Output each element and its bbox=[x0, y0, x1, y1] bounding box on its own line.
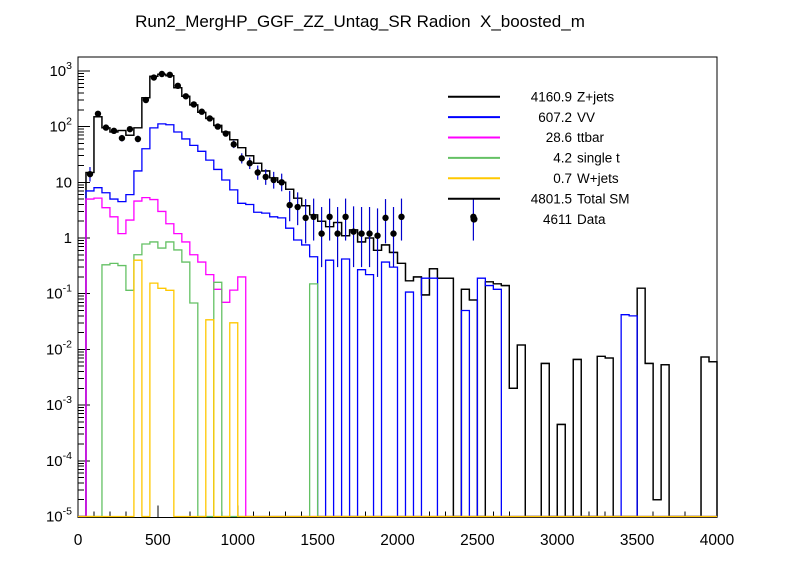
legend-entry: 4611 Data bbox=[470, 212, 606, 227]
data-marker bbox=[342, 213, 349, 221]
legend-entry: 28.6 ttbar bbox=[448, 130, 605, 145]
data-marker bbox=[166, 71, 174, 79]
x-tick-label: 3000 bbox=[540, 532, 575, 549]
chart-title: Run2_MergHP_GGF_ZZ_Untag_SR Radion X_boo… bbox=[135, 12, 585, 31]
x-tick-label: 2000 bbox=[380, 532, 415, 549]
legend-entry: 4801.5 Total SM bbox=[448, 191, 630, 206]
legend-label: Total SM bbox=[577, 191, 630, 206]
legend-yield: 4801.5 bbox=[531, 191, 572, 206]
legend-entry: 4.2 single t bbox=[448, 151, 620, 166]
data-marker bbox=[126, 125, 134, 133]
data-marker bbox=[102, 124, 110, 131]
data-marker bbox=[174, 82, 182, 90]
legend-entry: 607.2 VV bbox=[448, 110, 595, 125]
data-marker bbox=[214, 123, 221, 130]
data-marker bbox=[262, 173, 269, 181]
data-marker bbox=[278, 179, 285, 186]
data-marker bbox=[222, 130, 229, 137]
data-marker bbox=[150, 74, 158, 81]
data-points bbox=[86, 70, 477, 277]
legend-label: W+jets bbox=[577, 171, 619, 186]
legend-entry: 0.7 W+jets bbox=[448, 171, 619, 186]
data-marker bbox=[398, 213, 405, 221]
x-axis-labels: 0 500 1000 1500 2000 2500 3000 3500 4000 bbox=[74, 532, 735, 549]
x-tick-label: 0 bbox=[74, 532, 83, 549]
data-marker bbox=[390, 230, 397, 237]
data-marker bbox=[142, 96, 150, 104]
y-tick-label: 10 bbox=[55, 174, 72, 191]
legend: 4160.9 Z+jets 607.2 VV 28.6 ttbar 4.2 single t 0… bbox=[448, 89, 630, 227]
data-marker bbox=[350, 228, 357, 235]
data-marker bbox=[238, 155, 245, 162]
data-marker bbox=[94, 110, 102, 117]
data-marker bbox=[326, 213, 333, 221]
data-marker bbox=[310, 213, 317, 221]
legend-yield: 607.2 bbox=[538, 110, 572, 125]
data-marker bbox=[134, 135, 142, 143]
data-marker bbox=[294, 203, 301, 211]
y-tick-label: 10-3 bbox=[46, 394, 72, 414]
data-marker bbox=[358, 230, 365, 237]
y-tick-label: 10-2 bbox=[46, 338, 72, 358]
legend-label: single t bbox=[577, 151, 620, 166]
legend-entry: 4160.9 Z+jets bbox=[448, 89, 614, 104]
legend-yield: 0.7 bbox=[553, 171, 572, 186]
y-tick-label: 1 bbox=[64, 230, 72, 247]
data-marker bbox=[374, 232, 381, 239]
data-marker bbox=[190, 101, 198, 108]
series-w-jets bbox=[78, 259, 717, 518]
series-total-sm bbox=[78, 73, 718, 518]
data-marker bbox=[206, 115, 213, 122]
data-marker bbox=[286, 201, 293, 209]
data-marker bbox=[254, 169, 261, 176]
data-marker bbox=[302, 214, 309, 222]
y-tick-label: 102 bbox=[49, 116, 72, 136]
data-marker bbox=[366, 230, 373, 237]
data-marker bbox=[182, 93, 190, 100]
x-tick-label: 4000 bbox=[700, 532, 735, 549]
legend-yield: 4160.9 bbox=[531, 89, 572, 104]
data-marker bbox=[318, 230, 325, 237]
legend-label: Data bbox=[577, 212, 606, 227]
legend-yield: 4.2 bbox=[553, 151, 572, 166]
data-marker bbox=[158, 70, 166, 78]
x-tick-label: 500 bbox=[145, 532, 171, 549]
data-marker bbox=[110, 127, 118, 135]
data-marker bbox=[270, 176, 277, 184]
legend-label: VV bbox=[577, 110, 595, 125]
legend-label: Z+jets bbox=[577, 89, 614, 104]
legend-dot-swatch bbox=[470, 215, 478, 223]
x-tick-label: 1000 bbox=[221, 532, 256, 549]
data-marker bbox=[118, 134, 126, 142]
legend-label: ttbar bbox=[577, 130, 605, 145]
data-marker bbox=[246, 160, 253, 167]
x-tick-label: 1500 bbox=[300, 532, 335, 549]
y-tick-label: 10-1 bbox=[46, 283, 72, 303]
x-tick-label: 3500 bbox=[620, 532, 655, 549]
y-tick-label: 10-5 bbox=[46, 506, 72, 526]
data-marker bbox=[334, 230, 341, 237]
y-tick-label: 103 bbox=[49, 60, 72, 80]
data-marker bbox=[382, 214, 389, 222]
legend-yield: 28.6 bbox=[546, 130, 572, 145]
data-marker bbox=[230, 141, 237, 148]
data-marker bbox=[86, 170, 94, 178]
legend-yield: 4611 bbox=[543, 212, 572, 227]
y-tick-label: 10-4 bbox=[46, 450, 72, 470]
x-tick-label: 2500 bbox=[460, 532, 495, 549]
data-marker bbox=[198, 108, 206, 115]
